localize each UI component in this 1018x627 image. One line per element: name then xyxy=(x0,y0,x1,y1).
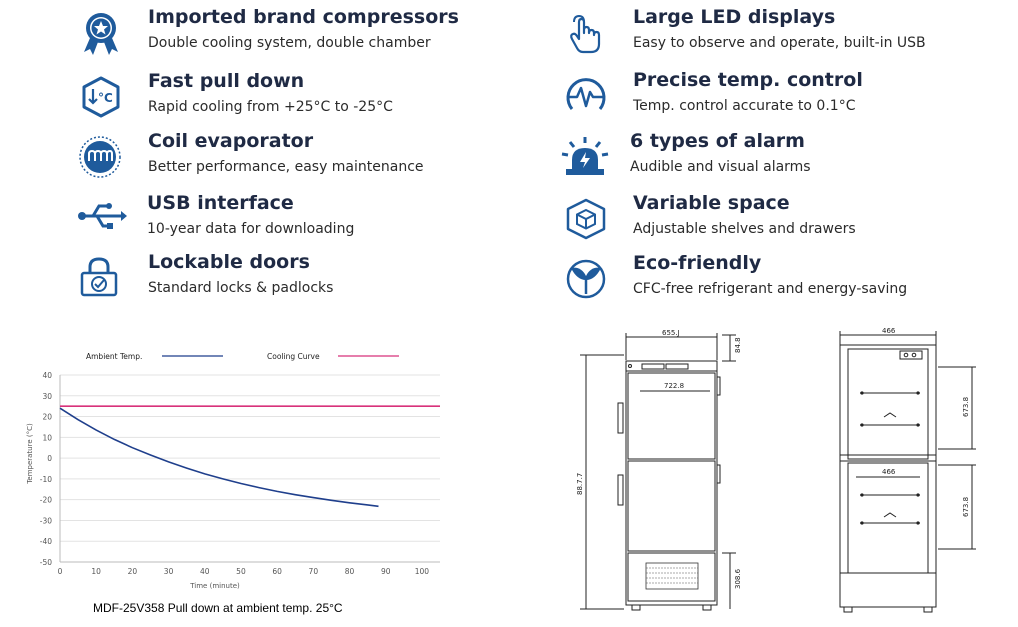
feature-desc: CFC-free refrigerant and energy-saving xyxy=(633,281,908,297)
series-line xyxy=(59,407,379,508)
feature-title: USB interface xyxy=(147,192,294,214)
padlock-icon xyxy=(78,257,128,303)
y-tick-label: 30 xyxy=(42,392,52,401)
front-top-height-label: 84.8 xyxy=(734,337,742,353)
feature-title: Precise temp. control xyxy=(633,69,863,91)
plot-area xyxy=(60,375,440,562)
y-tick-label: 0 xyxy=(47,454,52,463)
side-lower-height-label: 673.8 xyxy=(962,497,970,517)
y-tick-label: -10 xyxy=(40,475,52,484)
legend-label: Ambient Temp. xyxy=(86,352,142,361)
legend-label: Cooling Curve xyxy=(267,352,320,361)
feature-title: 6 types of alarm xyxy=(630,130,805,152)
feature-title: Coil evaporator xyxy=(148,130,314,152)
feature-desc: Easy to observe and operate, built-in US… xyxy=(633,35,926,51)
y-tick-label: -20 xyxy=(40,496,52,505)
front-base-label: 308.6 xyxy=(734,568,742,589)
x-tick-label: 90 xyxy=(381,567,391,576)
y-tick-label: 20 xyxy=(42,413,52,422)
svg-text:°C: °C xyxy=(98,91,113,105)
front-height-label: 88.7.7 xyxy=(576,473,584,495)
side-width-label: 466 xyxy=(882,327,896,335)
award-badge-icon xyxy=(78,12,128,58)
usb-icon xyxy=(77,198,127,244)
feature-desc: Temp. control accurate to 0.1°C xyxy=(633,98,856,114)
y-tick-label: 40 xyxy=(42,371,52,380)
x-tick-label: 30 xyxy=(164,567,174,576)
y-tick-label: 10 xyxy=(42,433,52,442)
y-axis-label: Temperature (°C) xyxy=(26,423,34,485)
chart-caption: MDF-25V358 Pull down at ambient temp. 25… xyxy=(93,601,343,615)
feature-title: Lockable doors xyxy=(148,251,310,273)
x-axis-label: Time (minute) xyxy=(189,582,240,590)
dimension-drawings: 655.J 722.8 84.8 88.7.7 308.6 xyxy=(560,325,1018,625)
x-tick-label: 80 xyxy=(345,567,355,576)
leaf-icon xyxy=(563,258,613,304)
x-tick-label: 100 xyxy=(415,567,430,576)
pulse-gauge-icon xyxy=(563,75,613,121)
x-tick-label: 10 xyxy=(91,567,101,576)
feature-desc: Audible and visual alarms xyxy=(630,159,811,175)
front-width-label: 655.J xyxy=(662,329,680,337)
feature-desc: Double cooling system, double chamber xyxy=(148,35,431,51)
y-tick-label: -40 xyxy=(40,537,52,546)
touch-hand-icon xyxy=(563,12,613,58)
feature-title: Eco-friendly xyxy=(633,252,762,274)
x-tick-label: 50 xyxy=(236,567,246,576)
temperature-down-icon: °C xyxy=(78,76,128,122)
feature-title: Large LED displays xyxy=(633,6,836,28)
feature-title: Imported brand compressors xyxy=(148,6,459,28)
y-tick-label: -30 xyxy=(40,516,52,525)
feature-desc: Adjustable shelves and drawers xyxy=(633,221,856,237)
side-inner-width-label: 466 xyxy=(882,468,896,476)
coil-icon xyxy=(78,136,128,182)
side-view-drawing: 466 466 673.8 673.8 xyxy=(839,327,976,613)
feature-desc: Better performance, easy maintenance xyxy=(148,159,424,175)
cube-icon xyxy=(563,198,613,244)
feature-desc: 10-year data for downloading xyxy=(147,221,355,237)
alarm-light-icon xyxy=(560,136,610,182)
x-tick-label: 20 xyxy=(128,567,138,576)
feature-desc: Rapid cooling from +25°C to -25°C xyxy=(148,99,393,115)
pull-down-chart: 40 30 20 10 0 -10 -20 -30 -40 -50 0 10 20 30 40 50 60 70 8… xyxy=(0,330,470,627)
side-upper-height-label: 673.8 xyxy=(962,397,970,417)
feature-title: Fast pull down xyxy=(148,70,305,92)
feature-desc: Standard locks & padlocks xyxy=(148,280,334,296)
feature-title: Variable space xyxy=(633,192,790,214)
x-tick-label: 0 xyxy=(58,567,63,576)
x-tick-label: 60 xyxy=(272,567,282,576)
y-tick-label: -50 xyxy=(40,558,52,567)
x-tick-label: 40 xyxy=(200,567,210,576)
front-view-drawing: 655.J 722.8 84.8 88.7.7 308.6 xyxy=(576,329,742,611)
front-inner-width-label: 722.8 xyxy=(664,382,684,390)
x-tick-label: 70 xyxy=(309,567,319,576)
